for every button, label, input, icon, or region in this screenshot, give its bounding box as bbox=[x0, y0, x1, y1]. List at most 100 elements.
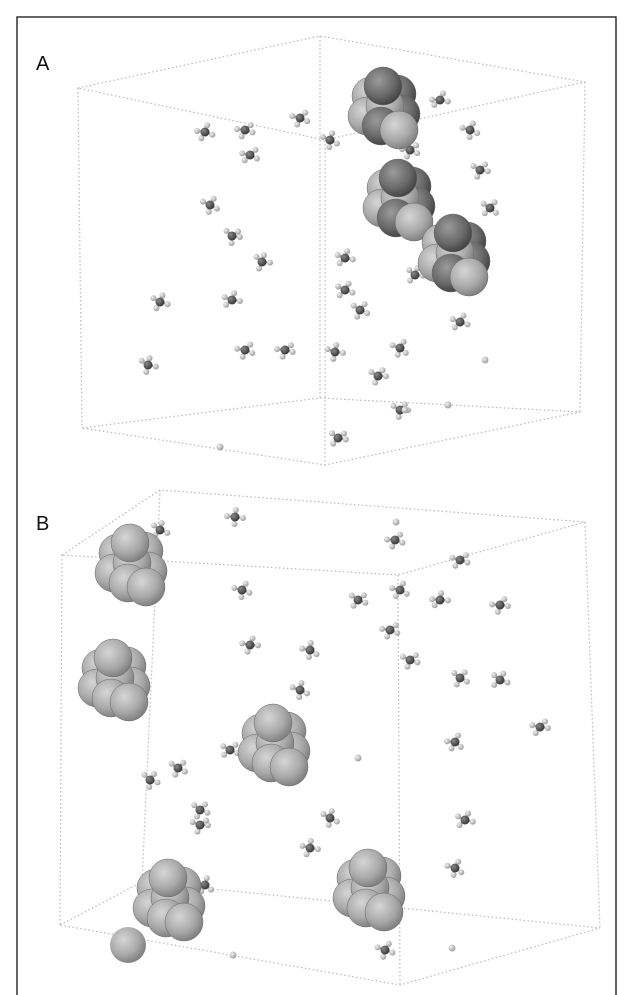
hydrogen bbox=[240, 354, 246, 360]
hydrogen bbox=[315, 846, 321, 852]
hydrogen bbox=[169, 761, 175, 767]
hydrogen bbox=[221, 752, 227, 758]
hydrogen bbox=[431, 102, 437, 108]
carbon bbox=[436, 96, 445, 105]
hydrogen bbox=[334, 141, 340, 147]
hydrogen bbox=[294, 122, 300, 128]
hydrogen bbox=[350, 256, 356, 262]
hydrogen bbox=[341, 430, 347, 436]
hydrogen bbox=[320, 134, 326, 140]
carbon bbox=[411, 271, 420, 280]
hydrogen bbox=[467, 134, 473, 140]
carbon bbox=[174, 764, 183, 773]
hydrogen bbox=[288, 342, 294, 348]
hydrogen bbox=[406, 267, 412, 273]
hydrogen bbox=[438, 590, 444, 596]
hydrogen bbox=[354, 314, 360, 320]
hydrogen bbox=[159, 292, 165, 298]
hydrogen bbox=[222, 294, 228, 300]
carbon bbox=[226, 746, 235, 755]
hydrogen bbox=[491, 672, 497, 678]
large-atom bbox=[349, 849, 387, 887]
carbon bbox=[201, 128, 210, 137]
hydrogen bbox=[250, 635, 256, 641]
hydrogen bbox=[231, 585, 237, 591]
hydrogen bbox=[485, 168, 491, 174]
large-atom bbox=[165, 903, 203, 941]
carbon bbox=[466, 126, 475, 135]
hydrogen bbox=[280, 354, 286, 360]
hydrogen bbox=[444, 863, 450, 869]
hydrogen bbox=[545, 725, 551, 731]
hydrogen bbox=[389, 950, 395, 956]
hydrogen bbox=[308, 640, 314, 646]
page: A B (() => { const data = JSON.parse(doc… bbox=[0, 0, 624, 995]
hydrogen bbox=[344, 248, 350, 254]
carbon bbox=[451, 738, 460, 747]
carbon bbox=[436, 596, 445, 605]
carbon bbox=[356, 306, 365, 315]
large-atom bbox=[94, 639, 132, 677]
hydrogen bbox=[459, 125, 465, 131]
molecules bbox=[78, 67, 551, 963]
carbon bbox=[144, 361, 153, 370]
hydrogen bbox=[329, 130, 335, 136]
hydrogen bbox=[232, 521, 238, 527]
figure: A B bbox=[0, 0, 624, 995]
hydrogen bbox=[232, 742, 238, 748]
hydrogen bbox=[239, 150, 245, 156]
hydrogen bbox=[306, 654, 312, 660]
carbon bbox=[334, 434, 343, 443]
hydrogen bbox=[394, 630, 400, 636]
hydrogen bbox=[246, 590, 252, 596]
hydrogen bbox=[289, 113, 295, 119]
hydrogen bbox=[150, 295, 156, 301]
hydrogen bbox=[254, 254, 260, 260]
hydrogen bbox=[389, 544, 395, 550]
hydrogen bbox=[340, 350, 346, 356]
hydrogen bbox=[220, 743, 226, 749]
carbon bbox=[196, 806, 205, 815]
carbon bbox=[238, 586, 247, 595]
hydrogen bbox=[449, 555, 455, 561]
atom bbox=[445, 402, 452, 409]
carbon bbox=[456, 318, 465, 327]
hydrogen bbox=[255, 642, 261, 648]
hydrogen bbox=[296, 694, 302, 700]
hydrogen bbox=[290, 349, 296, 355]
hydrogen bbox=[208, 887, 214, 893]
hydrogen bbox=[200, 199, 206, 205]
hydrogen bbox=[165, 301, 171, 307]
hydrogen bbox=[252, 147, 258, 153]
hydrogen bbox=[505, 603, 511, 609]
large-atom bbox=[270, 748, 308, 786]
hydrogen bbox=[155, 779, 161, 785]
hydrogen bbox=[334, 819, 340, 825]
carbon bbox=[246, 641, 255, 650]
hydrogen bbox=[451, 872, 457, 878]
hydrogen bbox=[234, 346, 240, 352]
carbon bbox=[381, 946, 390, 955]
hydrogen bbox=[493, 210, 499, 216]
hydrogen bbox=[326, 144, 332, 150]
hydrogen bbox=[404, 591, 410, 597]
hydrogen bbox=[400, 654, 406, 660]
carbon bbox=[201, 881, 210, 890]
hydrogen bbox=[290, 684, 296, 690]
hydrogen bbox=[470, 163, 476, 169]
large-atom bbox=[110, 683, 148, 721]
large-atom bbox=[127, 568, 165, 606]
hydrogen bbox=[153, 363, 159, 369]
hydrogen bbox=[237, 298, 243, 304]
carbon bbox=[156, 526, 165, 535]
carbon bbox=[354, 596, 363, 605]
hydrogen bbox=[191, 802, 197, 808]
carbon bbox=[306, 844, 315, 853]
hydrogen bbox=[245, 649, 251, 655]
hydrogen bbox=[384, 634, 390, 640]
hydrogen bbox=[172, 772, 178, 778]
hydrogen bbox=[164, 530, 170, 536]
hydrogen bbox=[445, 98, 451, 104]
large-atom bbox=[450, 258, 488, 296]
carbon bbox=[241, 126, 250, 135]
